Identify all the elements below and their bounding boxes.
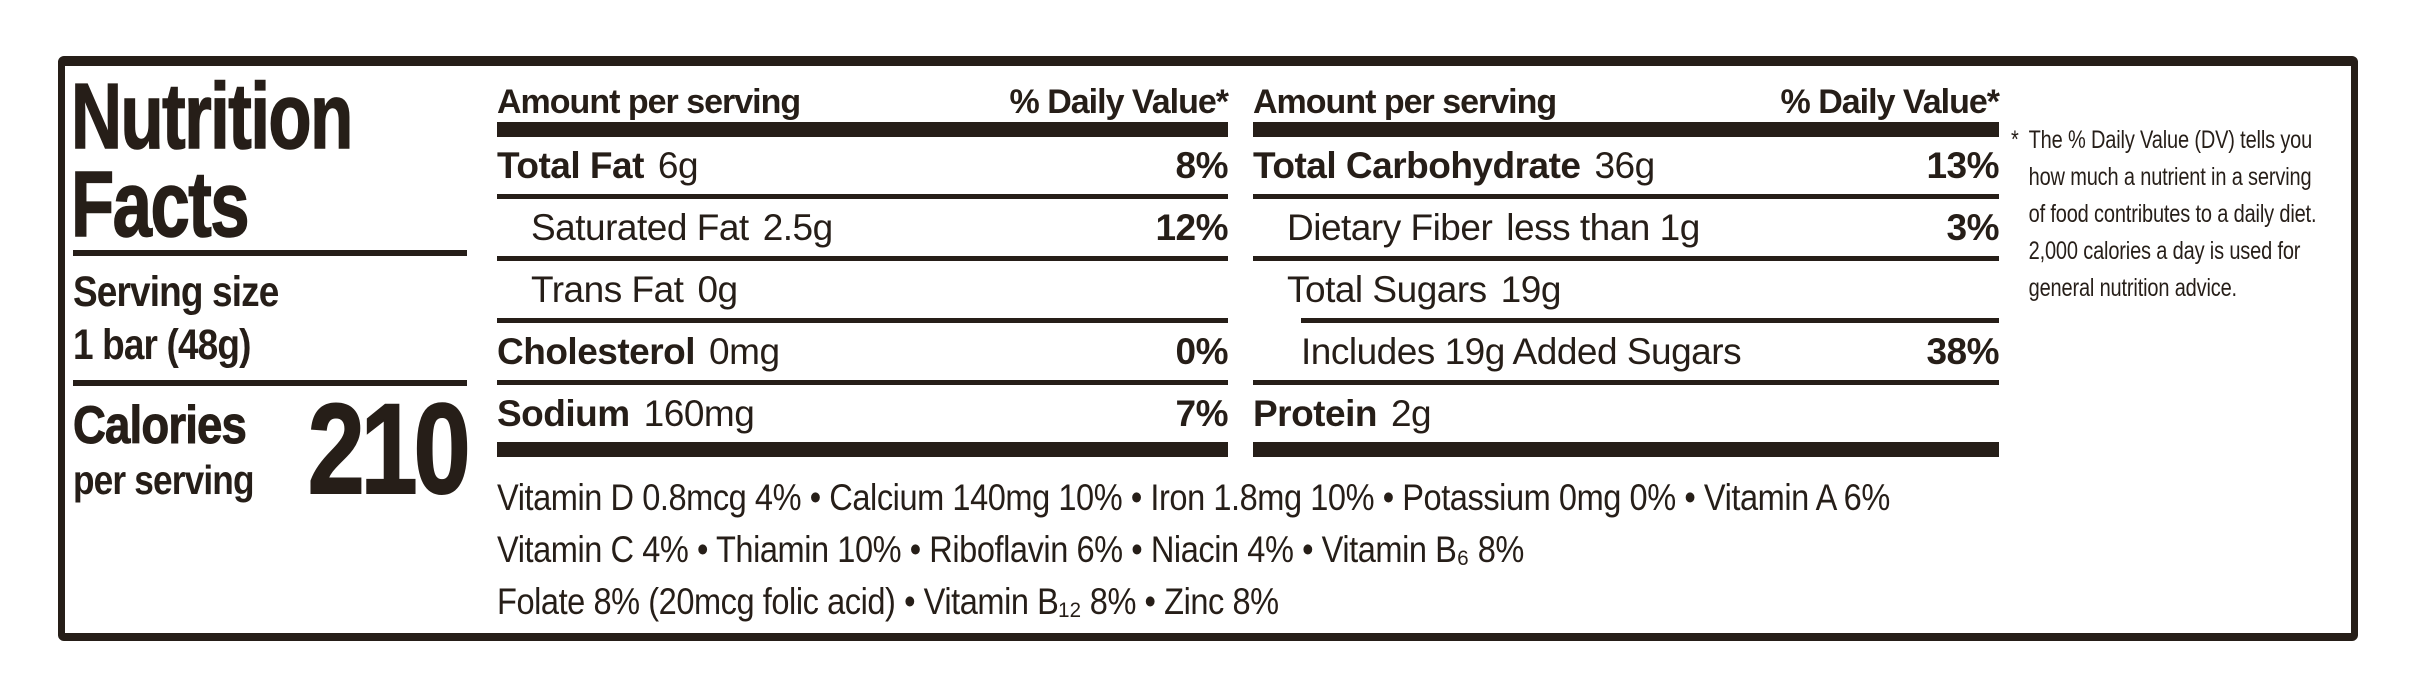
divider-rule (1253, 380, 1999, 385)
nutrient-name: Saturated Fat (531, 206, 749, 248)
nutrient-row-dietary-fiber: Dietary Fiber less than 1g 3% (1253, 199, 2000, 256)
vitamins-line: Folate 8% (20mcg folic acid) • Vitamin B… (497, 581, 1279, 622)
divider-rule (497, 256, 1228, 261)
nutrient-name-amount: Includes 19g Added Sugars (1253, 331, 1755, 373)
nutrient-dv: 7% (1175, 392, 1229, 434)
calories-block: Calories per serving 210 (73, 385, 472, 566)
serving-size-block: Serving size 1 bar (48g) (73, 266, 312, 372)
nutrient-dv: 3% (1946, 206, 2000, 248)
nutrient-name: Total Sugars (1287, 268, 1487, 310)
nutrient-name-amount: Cholesterol 0mg (497, 331, 780, 373)
thick-bar (1253, 122, 1999, 137)
divider-rule (497, 318, 1228, 323)
daily-value-footnote: * The % Daily Value (DV) tells you how m… (2011, 122, 2363, 307)
nutrient-row-total-fat: Total Fat 6g 8% (497, 137, 1229, 194)
nutrient-row-total-carbohydrate: Total Carbohydrate 36g 13% (1253, 137, 1999, 194)
nutrition-facts-label: Nutrition Facts Serving size 1 bar (48g)… (58, 56, 2358, 641)
divider-rule (497, 380, 1228, 385)
nutrient-dv: 8% (1175, 144, 1229, 186)
nutrient-row-added-sugars: Includes 19g Added Sugars 38% (1253, 323, 1999, 380)
vitamins-line: Vitamin C 4% • Thiamin 10% • Riboflavin … (497, 529, 1524, 570)
nutrient-name-amount: Saturated Fat 2.5g (497, 207, 833, 249)
column-header-dv: % Daily Value* (1009, 83, 1229, 121)
vitamins-line: Vitamin D 0.8mcg 4% • Calcium 140mg 10% … (497, 477, 1890, 518)
nutrient-row-cholesterol: Cholesterol 0mg 0% (497, 323, 1229, 380)
footnote-asterisk: * (2011, 126, 2019, 154)
footnote-line: The % Daily Value (DV) tells you (2028, 126, 2313, 154)
nutrient-column-carbs-protein: Amount per serving % Daily Value* Total … (1253, 83, 2000, 457)
nutrient-dv: 38% (1926, 330, 1999, 372)
nutrient-name: Total Carbohydrate (1253, 144, 1581, 186)
nutrient-row-trans-fat: Trans Fat 0g (497, 261, 1228, 318)
divider-rule (73, 250, 467, 256)
nutrient-name: Cholesterol (497, 330, 696, 372)
footnote-line: of food contributes to a daily diet. (2028, 200, 2317, 228)
footnote-text: The % Daily Value (DV) tells you how muc… (2011, 122, 2363, 307)
footnote-line: how much a nutrient in a serving (2028, 163, 2312, 191)
thick-bar (1253, 442, 1999, 457)
calories-sublabel: per serving (73, 457, 255, 503)
divider-rule (1253, 194, 1999, 199)
nutrient-name: Dietary Fiber (1287, 206, 1493, 248)
vitamins-minerals-block: Vitamin D 0.8mcg 4% • Calcium 140mg 10% … (497, 472, 2046, 628)
nutrient-name: Protein (1253, 392, 1377, 434)
footnote-line: general nutrition advice. (2028, 274, 2238, 302)
nutrient-name-amount: Trans Fat 0g (497, 269, 738, 311)
nutrient-amount: 160mg (643, 392, 755, 434)
nutrient-dv: 0% (1175, 330, 1229, 372)
column-header-amount: Amount per serving (497, 83, 801, 121)
nutrient-amount: 36g (1594, 144, 1655, 186)
divider-rule (73, 380, 467, 386)
nutrient-name: Sodium (497, 392, 630, 434)
nutrient-name-amount: Sodium 160mg (497, 392, 755, 435)
serving-size-label: Serving size (73, 268, 279, 316)
nutrient-amount: 2.5g (762, 206, 834, 248)
nutrient-name-amount: Total Sugars 19g (1253, 269, 1561, 311)
thick-bar (497, 122, 1228, 137)
nutrient-name-amount: Dietary Fiber less than 1g (1253, 207, 1700, 249)
nutrient-row-sodium: Sodium 160mg 7% (497, 385, 1229, 442)
nutrient-row-protein: Protein 2g (1253, 385, 1999, 442)
divider-rule (1253, 256, 1999, 261)
label-summary-section: Nutrition Facts Serving size 1 bar (48g)… (70, 64, 472, 633)
nutrient-name: Trans Fat (531, 268, 684, 310)
nutrient-column-fats-sodium: Amount per serving % Daily Value* Total … (497, 83, 1229, 457)
calories-label: Calories (73, 396, 248, 456)
serving-size-value: 1 bar (48g) (73, 321, 251, 369)
calories-value: 210 (307, 378, 471, 521)
column-header-amount: Amount per serving (1253, 83, 1557, 121)
nutrient-name: Includes 19g Added Sugars (1301, 330, 1742, 372)
nutrient-dv: 12% (1155, 206, 1228, 248)
nutrient-name-amount: Total Carbohydrate 36g (1253, 145, 1655, 187)
nutrient-amount: 19g (1500, 268, 1562, 310)
nutrient-name-amount: Total Fat 6g (497, 144, 699, 187)
nutrient-row-total-sugars: Total Sugars 19g (1253, 261, 1999, 318)
nutrient-row-saturated-fat: Saturated Fat 2.5g 12% (497, 199, 1228, 256)
label-title: Nutrition Facts (70, 64, 353, 256)
nutrient-name: Total Fat (497, 144, 644, 186)
nutrient-name-amount: Protein 2g (1253, 392, 1432, 435)
nutrient-amount: 6g (657, 144, 699, 186)
column-header: Amount per serving % Daily Value* (1253, 83, 2000, 122)
divider-rule (497, 194, 1228, 199)
nutrient-amount: 2g (1390, 392, 1432, 434)
nutrient-amount: 0g (697, 268, 738, 310)
nutrient-amount: less than 1g (1506, 206, 1700, 248)
thick-bar (497, 442, 1228, 457)
divider-rule (1301, 318, 1999, 323)
nutrient-dv: 13% (1926, 144, 1999, 186)
footnote-line: 2,000 calories a day is used for (2028, 237, 2301, 265)
column-header: Amount per serving % Daily Value* (497, 83, 1229, 122)
nutrient-amount: 0mg (709, 330, 780, 372)
column-header-dv: % Daily Value* (1780, 83, 2000, 121)
